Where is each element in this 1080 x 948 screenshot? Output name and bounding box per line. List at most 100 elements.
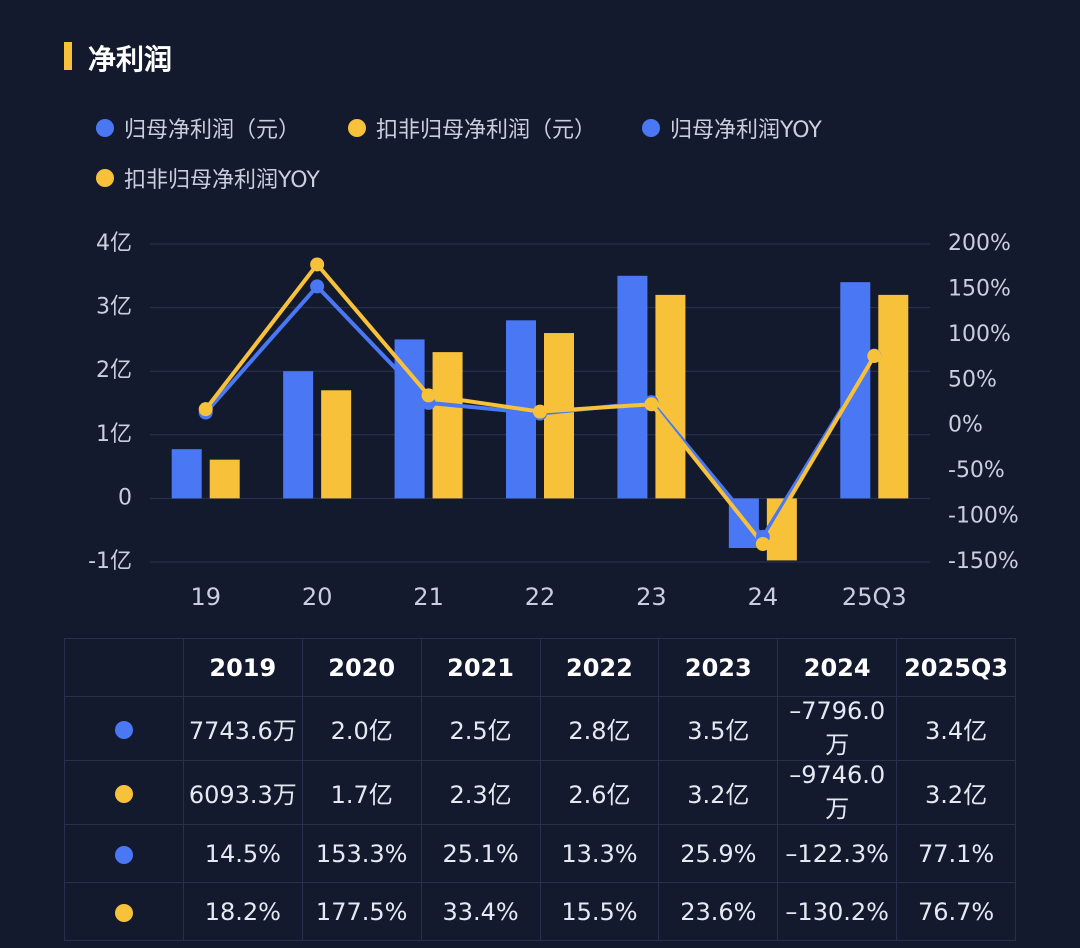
table-header-cell: 2019 — [182, 638, 303, 697]
series-point — [533, 404, 547, 419]
table-cell: 3.4亿 — [896, 696, 1016, 761]
table-cell: 25.1% — [420, 824, 541, 883]
table-header-cell: 2023 — [658, 638, 779, 697]
right-axis-tick-label: -150% — [948, 549, 1019, 574]
legend-label: 扣非归母净利润（元） — [376, 118, 597, 143]
table-header-cell: 2024 — [777, 638, 898, 697]
table-cell: 2.3亿 — [420, 760, 541, 825]
table-cell: 23.6% — [658, 882, 779, 941]
legend-item-parent-profit[interactable]: 归母净利润（元） — [96, 112, 300, 144]
table-cell: 76.7% — [896, 882, 1016, 941]
bar — [655, 294, 686, 499]
table-cell: 2.6亿 — [539, 760, 660, 825]
bar — [394, 339, 425, 499]
bar — [617, 275, 648, 499]
legend-label: 归母净利润（元） — [124, 118, 301, 143]
x-axis-tick-label: 19 — [190, 583, 221, 611]
table-cell: 2.0亿 — [301, 696, 422, 761]
table-header-row: 2019 2020 2021 2022 2023 2024 2025Q3 — [64, 638, 1016, 697]
data-table: 2019 2020 2021 2022 2023 2024 2025Q3 774… — [64, 638, 1016, 941]
net-profit-chart: 4亿 3亿 2亿 1亿 0 -1亿 200% 150% 100% 50% 0% -50% -100% -1… — [88, 231, 1019, 611]
table-cell: 153.3% — [301, 824, 422, 883]
legend-label: 归母净利润YOY — [670, 118, 822, 143]
x-axis-tick-label: 24 — [748, 583, 779, 611]
table-cell: –9746.0万 — [777, 760, 898, 825]
row-marker-cell — [64, 882, 184, 941]
series-dot-icon — [114, 720, 133, 739]
legend-label: 扣非归母净利润YOY — [124, 168, 320, 193]
table-header-cell: 2021 — [420, 638, 541, 697]
bar — [283, 371, 314, 499]
x-axis-tick-label: 22 — [525, 583, 556, 611]
table-cell: 3.2亿 — [658, 760, 779, 825]
legend-item-deducted-yoy[interactable]: 扣非归母净利润YOY — [96, 162, 320, 194]
table-cell: 77.1% — [896, 824, 1016, 883]
legend-dot-icon — [96, 169, 114, 187]
table-corner-cell — [64, 638, 184, 697]
legend-dot-icon — [96, 119, 114, 137]
table-cell: 3.2亿 — [896, 760, 1016, 825]
left-axis-tick-label: 4亿 — [96, 231, 132, 256]
table-cell: 3.5亿 — [658, 696, 779, 761]
series-point — [755, 537, 770, 552]
row-marker-cell — [64, 824, 184, 883]
table-cell: 177.5% — [301, 882, 422, 941]
left-axis-tick-label: 2亿 — [96, 358, 132, 383]
table-row: 14.5% 153.3% 25.1% 13.3% 25.9% –122.3% 77.1% — [64, 824, 1016, 883]
table-cell: 2.5亿 — [420, 696, 541, 761]
right-axis-tick-label: 200% — [948, 231, 1011, 256]
right-axis-tick-label: -50% — [948, 458, 1005, 483]
legend-dot-icon — [348, 119, 366, 137]
table-cell: –122.3% — [777, 824, 898, 883]
right-axis-tick-label: 100% — [948, 322, 1011, 347]
series-point — [644, 397, 659, 412]
series-point — [198, 402, 213, 417]
right-axis-tick-label: 0% — [948, 413, 983, 438]
x-axis-tick-label: 23 — [636, 583, 667, 611]
series-point — [310, 257, 325, 272]
legend-item-parent-yoy[interactable]: 归母净利润YOY — [642, 112, 822, 144]
bar — [171, 449, 202, 499]
table-cell: –130.2% — [777, 882, 898, 941]
table-cell: 2.8亿 — [539, 696, 660, 761]
series-point — [310, 279, 325, 294]
table-cell: 1.7亿 — [301, 760, 422, 825]
series-dot-icon — [114, 903, 133, 922]
table-row: 18.2% 177.5% 33.4% 15.5% 23.6% –130.2% 76.7% — [64, 882, 1016, 941]
table-header-cell: 2020 — [301, 638, 422, 697]
series-point — [421, 388, 436, 403]
bar — [321, 390, 352, 499]
table-row: 7743.6万 2.0亿 2.5亿 2.8亿 3.5亿 –7796.0万 3.4亿 — [64, 696, 1016, 761]
x-axis-tick-label: 20 — [302, 583, 333, 611]
left-axis-tick-label: 0 — [118, 485, 132, 510]
left-axis-tick-label: 3亿 — [96, 295, 132, 320]
bar — [544, 333, 574, 499]
table-cell: 13.3% — [539, 824, 660, 883]
table-cell: 25.9% — [658, 824, 779, 883]
left-axis-tick-label: -1亿 — [88, 549, 132, 574]
right-axis-tick-label: 50% — [948, 367, 997, 392]
table-cell: 7743.6万 — [182, 696, 303, 761]
bar — [878, 294, 909, 499]
table-cell: 33.4% — [420, 882, 541, 941]
table-cell: 14.5% — [182, 824, 303, 883]
table-cell: –7796.0万 — [777, 696, 898, 761]
bar — [209, 459, 240, 499]
x-axis-tick-label: 21 — [413, 583, 444, 611]
table-header-cell: 2022 — [539, 638, 660, 697]
right-axis-tick-label: 150% — [948, 276, 1011, 301]
title-accent-bar — [64, 42, 72, 70]
page-title: 净利润 — [88, 43, 173, 76]
table-cell: 15.5% — [539, 882, 660, 941]
table-row: 6093.3万 1.7亿 2.3亿 2.6亿 3.2亿 –9746.0万 3.2亿 — [64, 760, 1016, 825]
bar — [432, 352, 463, 499]
legend-item-deducted-profit[interactable]: 扣非归母净利润（元） — [348, 112, 596, 144]
table-cell: 6093.3万 — [182, 760, 303, 825]
legend-dot-icon — [642, 119, 660, 137]
row-marker-cell — [64, 760, 184, 825]
right-axis-tick-label: -100% — [948, 504, 1019, 529]
row-marker-cell — [64, 696, 184, 761]
table-cell: 18.2% — [182, 882, 303, 941]
series-dot-icon — [114, 784, 133, 803]
x-axis-tick-label: 25Q3 — [842, 583, 907, 611]
